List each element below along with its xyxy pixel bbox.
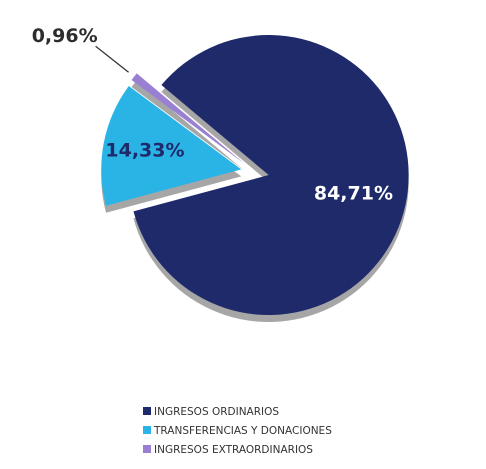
slice: [133, 35, 409, 316]
legend-swatch: [143, 445, 151, 453]
legend-label: INGRESOS ORDINARIOS: [154, 406, 279, 418]
slice: [131, 73, 245, 164]
legend-swatch: [143, 426, 151, 434]
value-label: 84,71%: [314, 182, 393, 204]
value-label: 0,96%: [32, 25, 98, 47]
slice-shadow: [131, 80, 245, 171]
leader-line: [95, 45, 129, 73]
value-label: 14,33%: [105, 140, 184, 162]
legend-label: TRANSFERENCIAS Y DONACIONES: [153, 425, 332, 437]
slice: [101, 86, 242, 206]
legend-label: INGRESOS EXTRAORDINARIOS: [154, 444, 313, 456]
legend-swatch: [143, 407, 151, 415]
